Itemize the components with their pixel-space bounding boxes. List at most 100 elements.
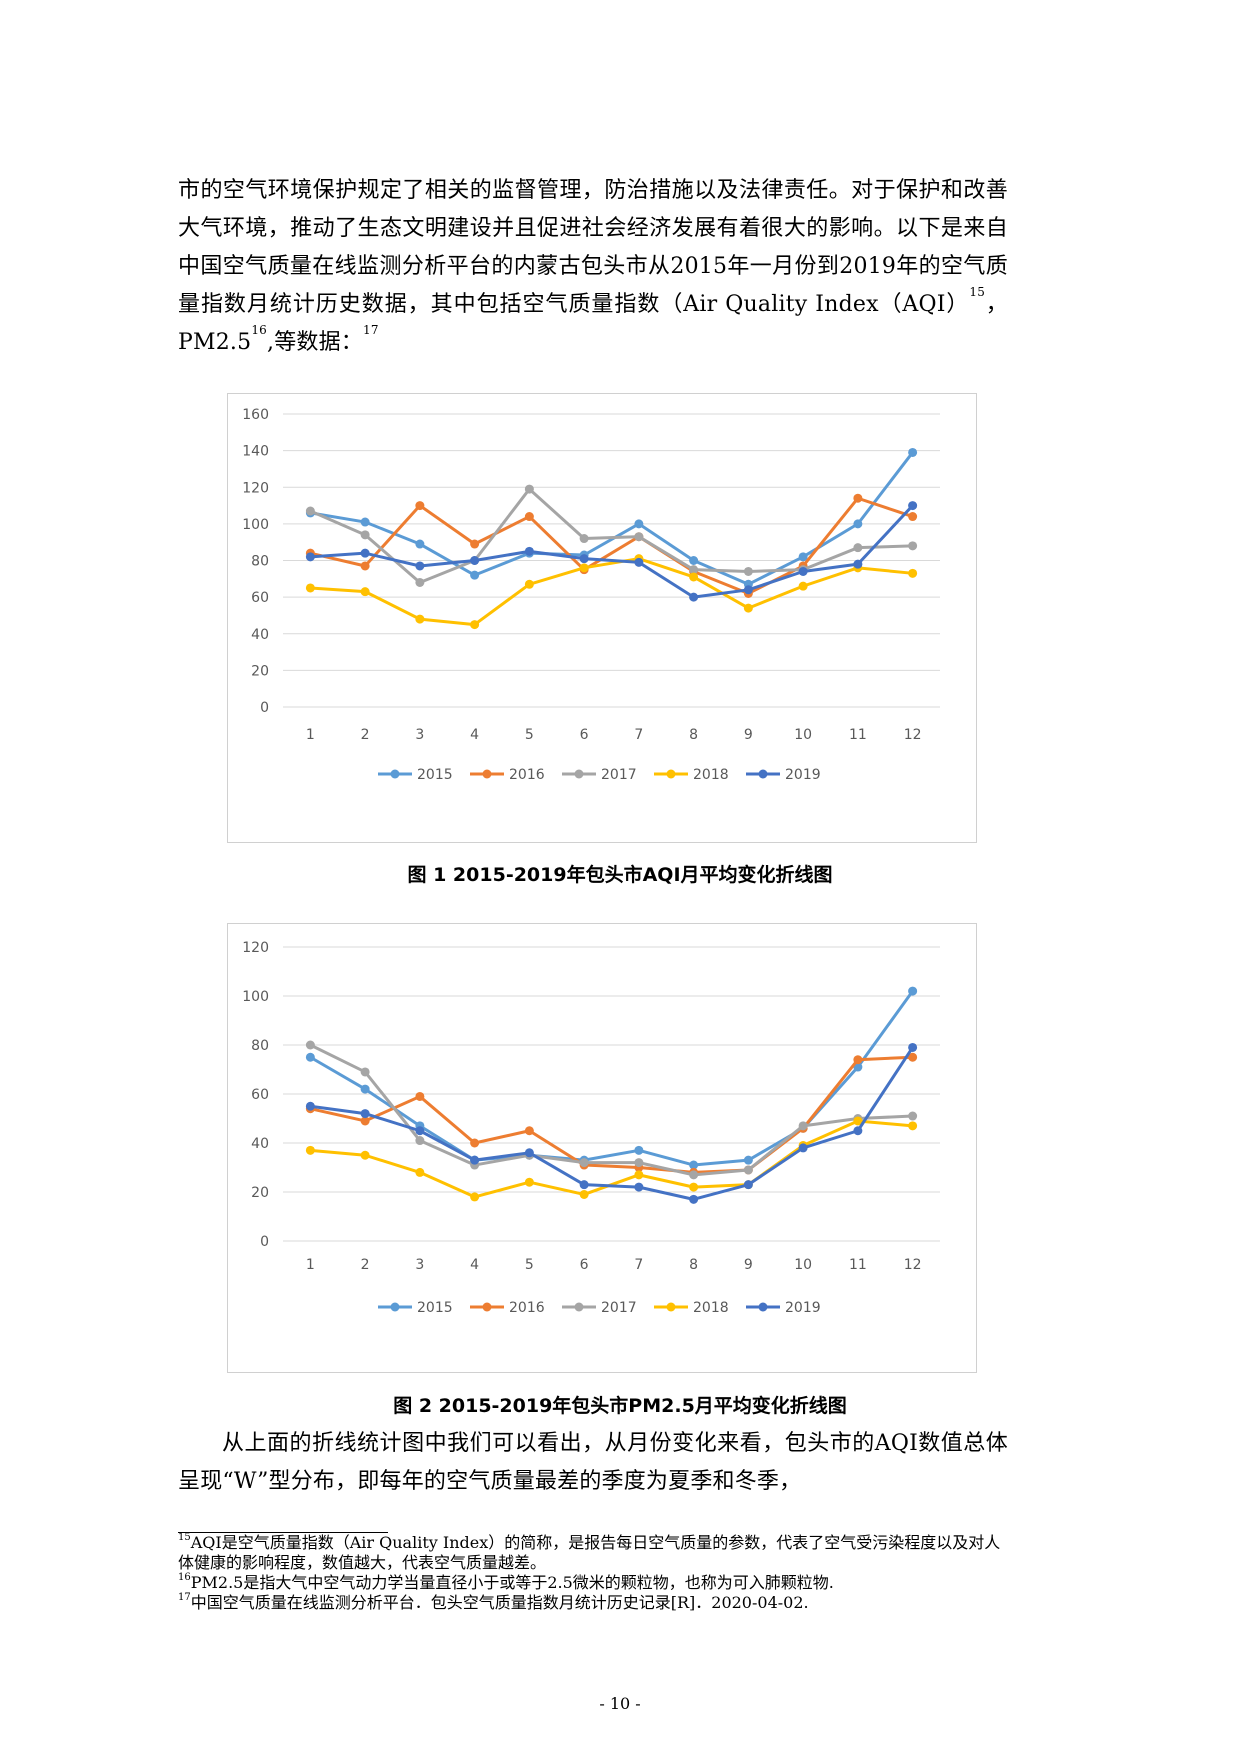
data-point-2018 bbox=[743, 603, 753, 613]
data-point-2018 bbox=[908, 568, 918, 578]
series-line-2019 bbox=[310, 504, 914, 599]
data-point-2019 bbox=[908, 1042, 918, 1052]
legend-marker-2018 bbox=[666, 1302, 676, 1312]
data-point-2015 bbox=[743, 1155, 753, 1165]
data-point-2017 bbox=[360, 530, 370, 540]
data-point-2017 bbox=[579, 1158, 589, 1168]
data-point-2018 bbox=[470, 620, 480, 630]
y-tick-label: 160 bbox=[242, 407, 269, 423]
data-point-2019 bbox=[360, 1109, 370, 1119]
x-tick-label: 8 bbox=[689, 727, 698, 743]
data-point-2017 bbox=[689, 565, 699, 575]
x-tick-label: 9 bbox=[744, 1257, 753, 1273]
data-point-2016 bbox=[415, 501, 425, 511]
data-point-2015 bbox=[689, 556, 699, 565]
x-tick-label: 3 bbox=[415, 1257, 424, 1273]
y-tick-label: 60 bbox=[251, 1087, 269, 1103]
data-point-2016 bbox=[360, 561, 370, 571]
data-point-2019 bbox=[305, 552, 315, 562]
data-point-2015 bbox=[689, 1160, 699, 1170]
data-point-2019 bbox=[743, 585, 753, 595]
legend-marker-2016 bbox=[482, 769, 492, 779]
x-tick-label: 6 bbox=[580, 727, 589, 743]
x-tick-label: 1 bbox=[306, 727, 315, 743]
data-point-2018 bbox=[305, 1145, 315, 1155]
data-point-2019 bbox=[634, 557, 644, 567]
data-point-2017 bbox=[689, 1170, 699, 1180]
data-point-2015 bbox=[470, 570, 480, 580]
x-tick-label: 7 bbox=[634, 727, 643, 743]
x-tick-label: 11 bbox=[849, 1257, 867, 1273]
series-line-2018 bbox=[310, 557, 913, 627]
x-tick-label: 2 bbox=[361, 1257, 370, 1273]
data-point-2016 bbox=[908, 512, 918, 522]
legend-marker-2016 bbox=[482, 1302, 492, 1312]
series-line-2016 bbox=[310, 1055, 913, 1174]
y-tick-label: 120 bbox=[242, 940, 269, 956]
data-point-2017 bbox=[415, 1136, 425, 1146]
data-point-2019 bbox=[853, 1126, 863, 1136]
y-tick-label: 140 bbox=[242, 444, 269, 460]
body-paragraph-2: 从上面的折线统计图中我们可以看出，从月份变化来看，包头市的AQI数值总体呈现“W… bbox=[178, 1431, 1008, 1494]
data-point-2015 bbox=[908, 986, 918, 996]
legend-label-2016: 2016 bbox=[509, 767, 545, 783]
data-point-2015 bbox=[853, 519, 863, 529]
data-point-2017 bbox=[360, 1067, 370, 1077]
data-point-2018 bbox=[415, 1167, 425, 1177]
data-point-2016 bbox=[470, 539, 480, 549]
data-point-2018 bbox=[579, 1189, 589, 1199]
data-point-2018 bbox=[360, 587, 370, 597]
x-tick-label: 11 bbox=[849, 727, 867, 743]
data-point-2016 bbox=[360, 1116, 370, 1126]
legend-marker-2015 bbox=[390, 769, 400, 779]
data-point-2018 bbox=[360, 1150, 370, 1160]
x-tick-label: 4 bbox=[470, 727, 479, 743]
data-point-2017 bbox=[524, 484, 534, 494]
data-point-2016 bbox=[415, 1091, 425, 1101]
y-tick-label: 0 bbox=[260, 700, 269, 716]
data-point-2018 bbox=[853, 1116, 863, 1126]
data-point-2016 bbox=[908, 1052, 918, 1062]
footnote-16: 16PM2.5是指大气中空气动力学当量直径小于或等于2.5微米的颗粒物，也称为可… bbox=[178, 1572, 834, 1593]
footnote-ref-16: 16 bbox=[251, 323, 267, 337]
data-point-2016 bbox=[470, 1138, 480, 1148]
data-point-2018 bbox=[470, 1192, 480, 1202]
data-point-2018 bbox=[524, 579, 534, 589]
series-line-2017 bbox=[309, 487, 913, 584]
y-tick-label: 80 bbox=[251, 1038, 269, 1054]
legend-label-2019: 2019 bbox=[785, 767, 821, 783]
data-point-2019 bbox=[689, 592, 699, 602]
footnote-divider bbox=[178, 1532, 388, 1533]
data-point-2015 bbox=[634, 519, 644, 529]
data-point-2017 bbox=[415, 577, 425, 587]
body-paragraph-1: 市的空气环境保护规定了相关的监督管理，防治措施以及法律责任。对于保护和改善大气环… bbox=[178, 178, 1008, 355]
page-number: - 10 - bbox=[599, 1694, 641, 1713]
x-tick-label: 12 bbox=[904, 1257, 922, 1273]
data-point-2015 bbox=[634, 1145, 644, 1155]
data-point-2019 bbox=[415, 561, 425, 571]
figure-2-caption: 图 2 2015-2019年包头市PM2.5月平均变化折线图 bbox=[393, 1395, 847, 1417]
legend-marker-2017 bbox=[574, 1302, 584, 1312]
footnote-17: 17中国空气质量在线监测分析平台．包头空气质量指数月统计历史记录[R]．2020… bbox=[178, 1592, 809, 1613]
data-point-2018 bbox=[415, 614, 425, 624]
y-tick-label: 120 bbox=[242, 480, 269, 496]
data-point-2019 bbox=[908, 501, 918, 511]
data-point-2017 bbox=[853, 543, 863, 553]
y-tick-label: 100 bbox=[242, 989, 269, 1005]
x-tick-label: 5 bbox=[525, 1257, 534, 1273]
data-point-2017 bbox=[743, 1165, 753, 1175]
data-point-2018 bbox=[798, 581, 808, 591]
footnote-ref-15: 15 bbox=[969, 285, 986, 299]
x-tick-label: 6 bbox=[580, 1257, 589, 1273]
data-point-2019 bbox=[579, 1180, 589, 1190]
data-point-2015 bbox=[798, 552, 808, 562]
aqi-chart: 0 20 40 60 80 100 120 140 160 1 2 3 4 5 6 7 8 9 10 11 12 2015… bbox=[227, 393, 977, 843]
x-tick-label: 5 bbox=[525, 727, 534, 743]
x-tick-label: 2 bbox=[361, 727, 370, 743]
series-line-2015 bbox=[309, 990, 914, 1167]
x-tick-label: 4 bbox=[470, 1257, 479, 1273]
data-point-2015 bbox=[415, 539, 425, 549]
x-tick-label: 7 bbox=[634, 1257, 643, 1273]
x-tick-label: 10 bbox=[794, 1257, 812, 1273]
